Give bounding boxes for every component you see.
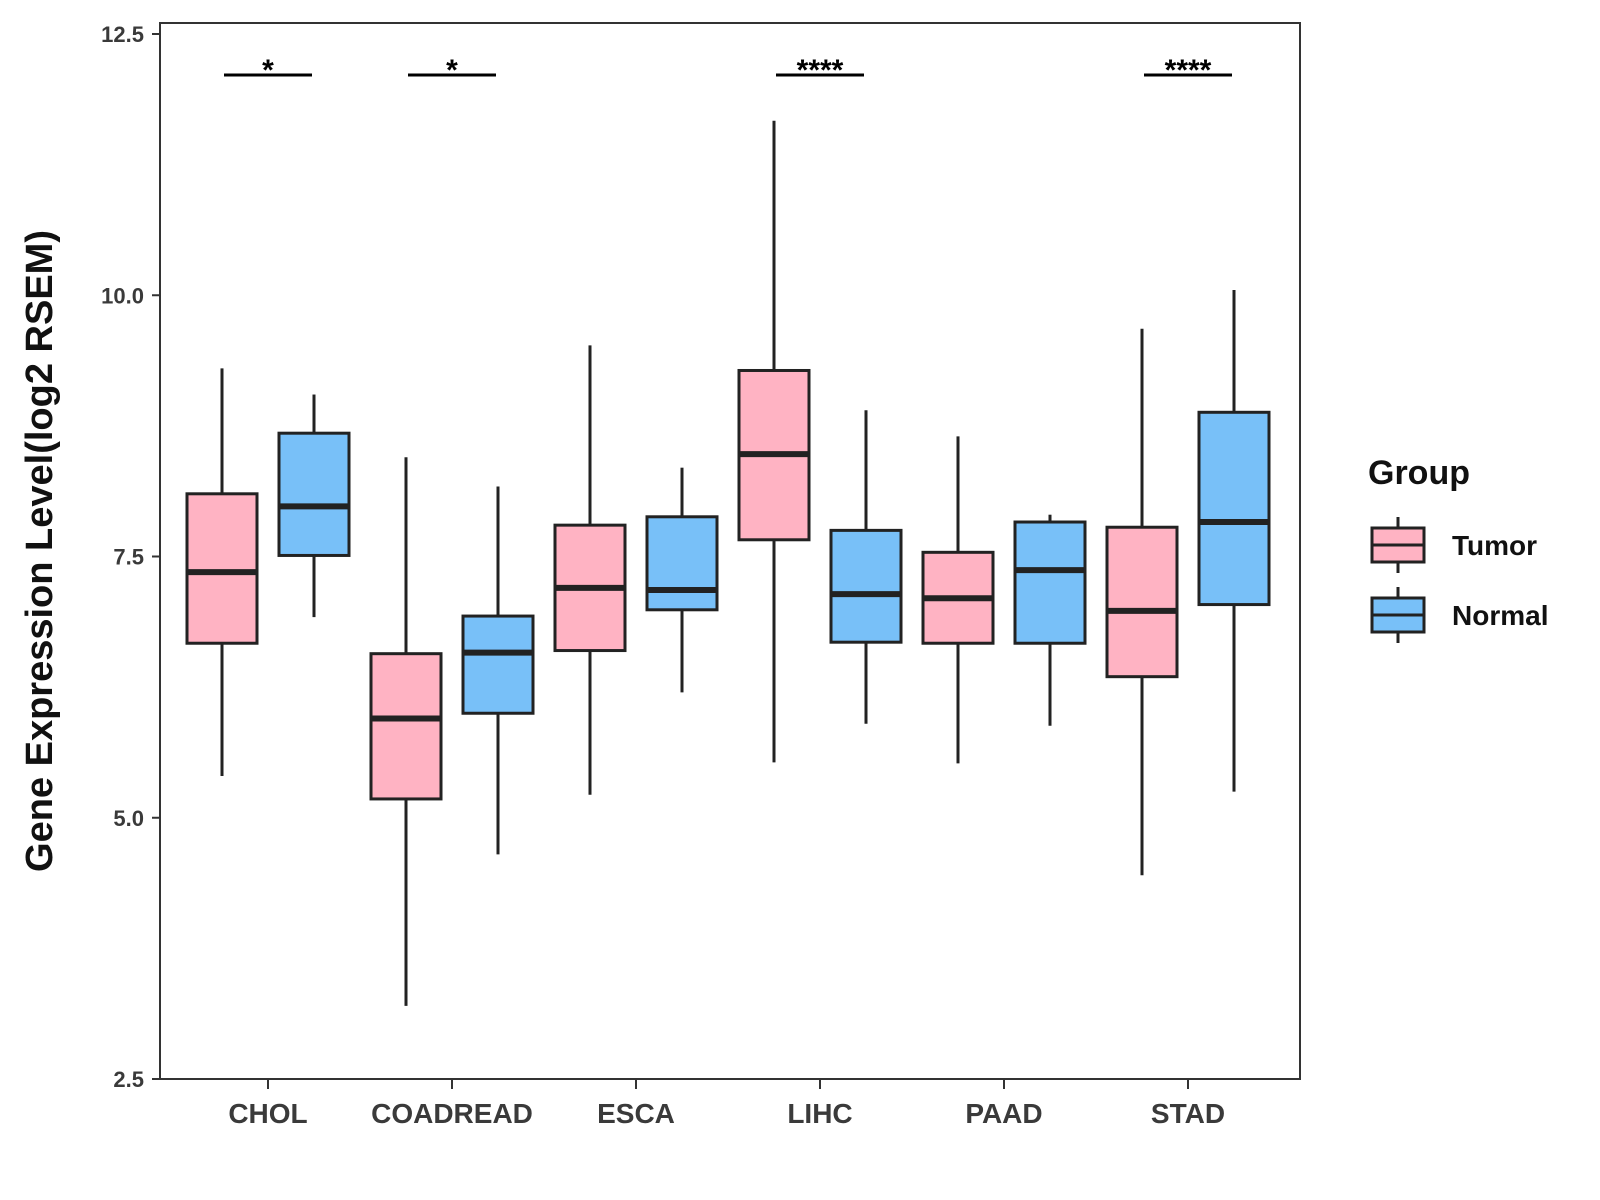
box-body <box>1197 410 1271 607</box>
y-tick-label: 10.0 <box>101 283 144 308</box>
box-tumor-stad <box>1105 328 1179 876</box>
box-body <box>369 652 443 801</box>
legend-label: Tumor <box>1452 530 1537 561</box>
box-normal-chol <box>277 394 351 618</box>
box-normal-coadread <box>461 486 535 855</box>
significance-label: **** <box>797 54 844 87</box>
x-tick-label: COADREAD <box>371 1098 533 1129</box>
y-tick-label: 2.5 <box>113 1067 144 1092</box>
x-tick-label: STAD <box>1151 1098 1225 1129</box>
box-normal-esca <box>645 467 719 693</box>
legend-title: Group <box>1368 454 1470 492</box>
x-tick-label: ESCA <box>597 1098 675 1129</box>
y-tick-label: 12.5 <box>101 22 144 47</box>
y-axis: 2.5 5.0 7.5 10.0 12.5 <box>101 22 160 1092</box>
box-normal-stad <box>1197 290 1271 792</box>
legend-label: Normal <box>1452 600 1548 631</box>
significance-label: * <box>446 54 458 87</box>
legend: Group Tumor Normal <box>1368 454 1548 643</box>
box-body <box>461 614 535 715</box>
legend-entry-tumor: Tumor <box>1370 517 1537 573</box>
x-tick-label: PAAD <box>965 1098 1042 1129</box>
box-tumor-lihc <box>737 120 811 763</box>
y-tick-label: 7.5 <box>113 545 144 570</box>
significance-label: **** <box>1165 54 1212 87</box>
box-normal-paad <box>1013 514 1087 726</box>
y-axis-title: Gene Expression Level(log2 RSEM) <box>19 230 61 872</box>
x-tick-label: LIHC <box>787 1098 852 1129</box>
box-tumor-coadread <box>369 457 443 1006</box>
box-body <box>1013 520 1087 645</box>
significance-label: * <box>262 54 274 87</box>
box-tumor-esca <box>553 345 627 795</box>
box-body <box>829 528 903 644</box>
box-tumor-chol <box>185 368 259 776</box>
legend-entry-normal: Normal <box>1370 587 1548 643</box>
box-body <box>277 431 351 557</box>
box-series <box>185 120 1271 1006</box>
significance-annotations: * * **** **** <box>224 54 1232 87</box>
box-body <box>645 515 719 612</box>
x-tick-label: CHOL <box>228 1098 307 1129</box>
box-body <box>185 492 259 645</box>
box-tumor-paad <box>921 436 995 764</box>
box-body <box>1105 525 1179 679</box>
y-tick-label: 5.0 <box>113 806 144 831</box>
x-axis: CHOL COADREAD ESCA LIHC PAAD STAD <box>228 1079 1225 1129</box>
box-normal-lihc <box>829 410 903 724</box>
